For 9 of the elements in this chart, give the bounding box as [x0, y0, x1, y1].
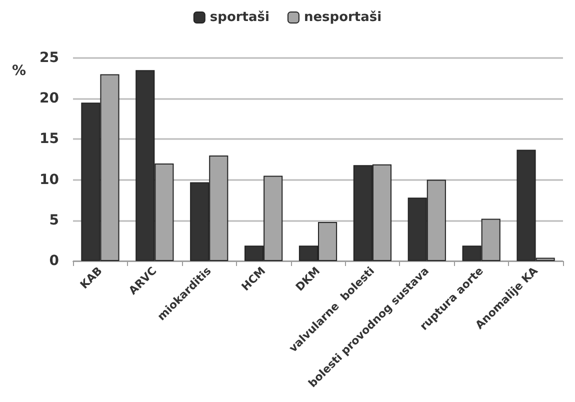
- y-tick-label: 20: [40, 90, 60, 107]
- y-axis-title: %: [12, 63, 26, 79]
- legend-label: nesportaši: [304, 10, 382, 25]
- legend-label: sportaši: [210, 10, 270, 25]
- y-tick-label: 15: [40, 131, 59, 148]
- y-tick-label: 10: [40, 172, 60, 188]
- y-tick-label: 0: [49, 253, 60, 269]
- y-tick-label: 25: [40, 50, 59, 66]
- y-tick-label: 5: [49, 212, 59, 228]
